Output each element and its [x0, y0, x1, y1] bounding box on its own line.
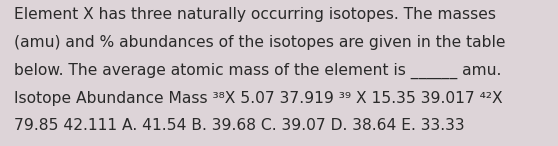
Text: 79.85 42.111 A. 41.54 B. 39.68 C. 39.07 D. 38.64 E. 33.33: 79.85 42.111 A. 41.54 B. 39.68 C. 39.07 …	[14, 118, 465, 133]
Text: below. The average atomic mass of the element is ______ amu.: below. The average atomic mass of the el…	[14, 63, 501, 79]
Text: (amu) and % abundances of the isotopes are given in the table: (amu) and % abundances of the isotopes a…	[14, 35, 506, 50]
Text: Isotope Abundance Mass ³⁸X 5.07 37.919 ³⁹ X 15.35 39.017 ⁴²X: Isotope Abundance Mass ³⁸X 5.07 37.919 ³…	[14, 91, 503, 106]
Text: Element X has three naturally occurring isotopes. The masses: Element X has three naturally occurring …	[14, 7, 496, 22]
